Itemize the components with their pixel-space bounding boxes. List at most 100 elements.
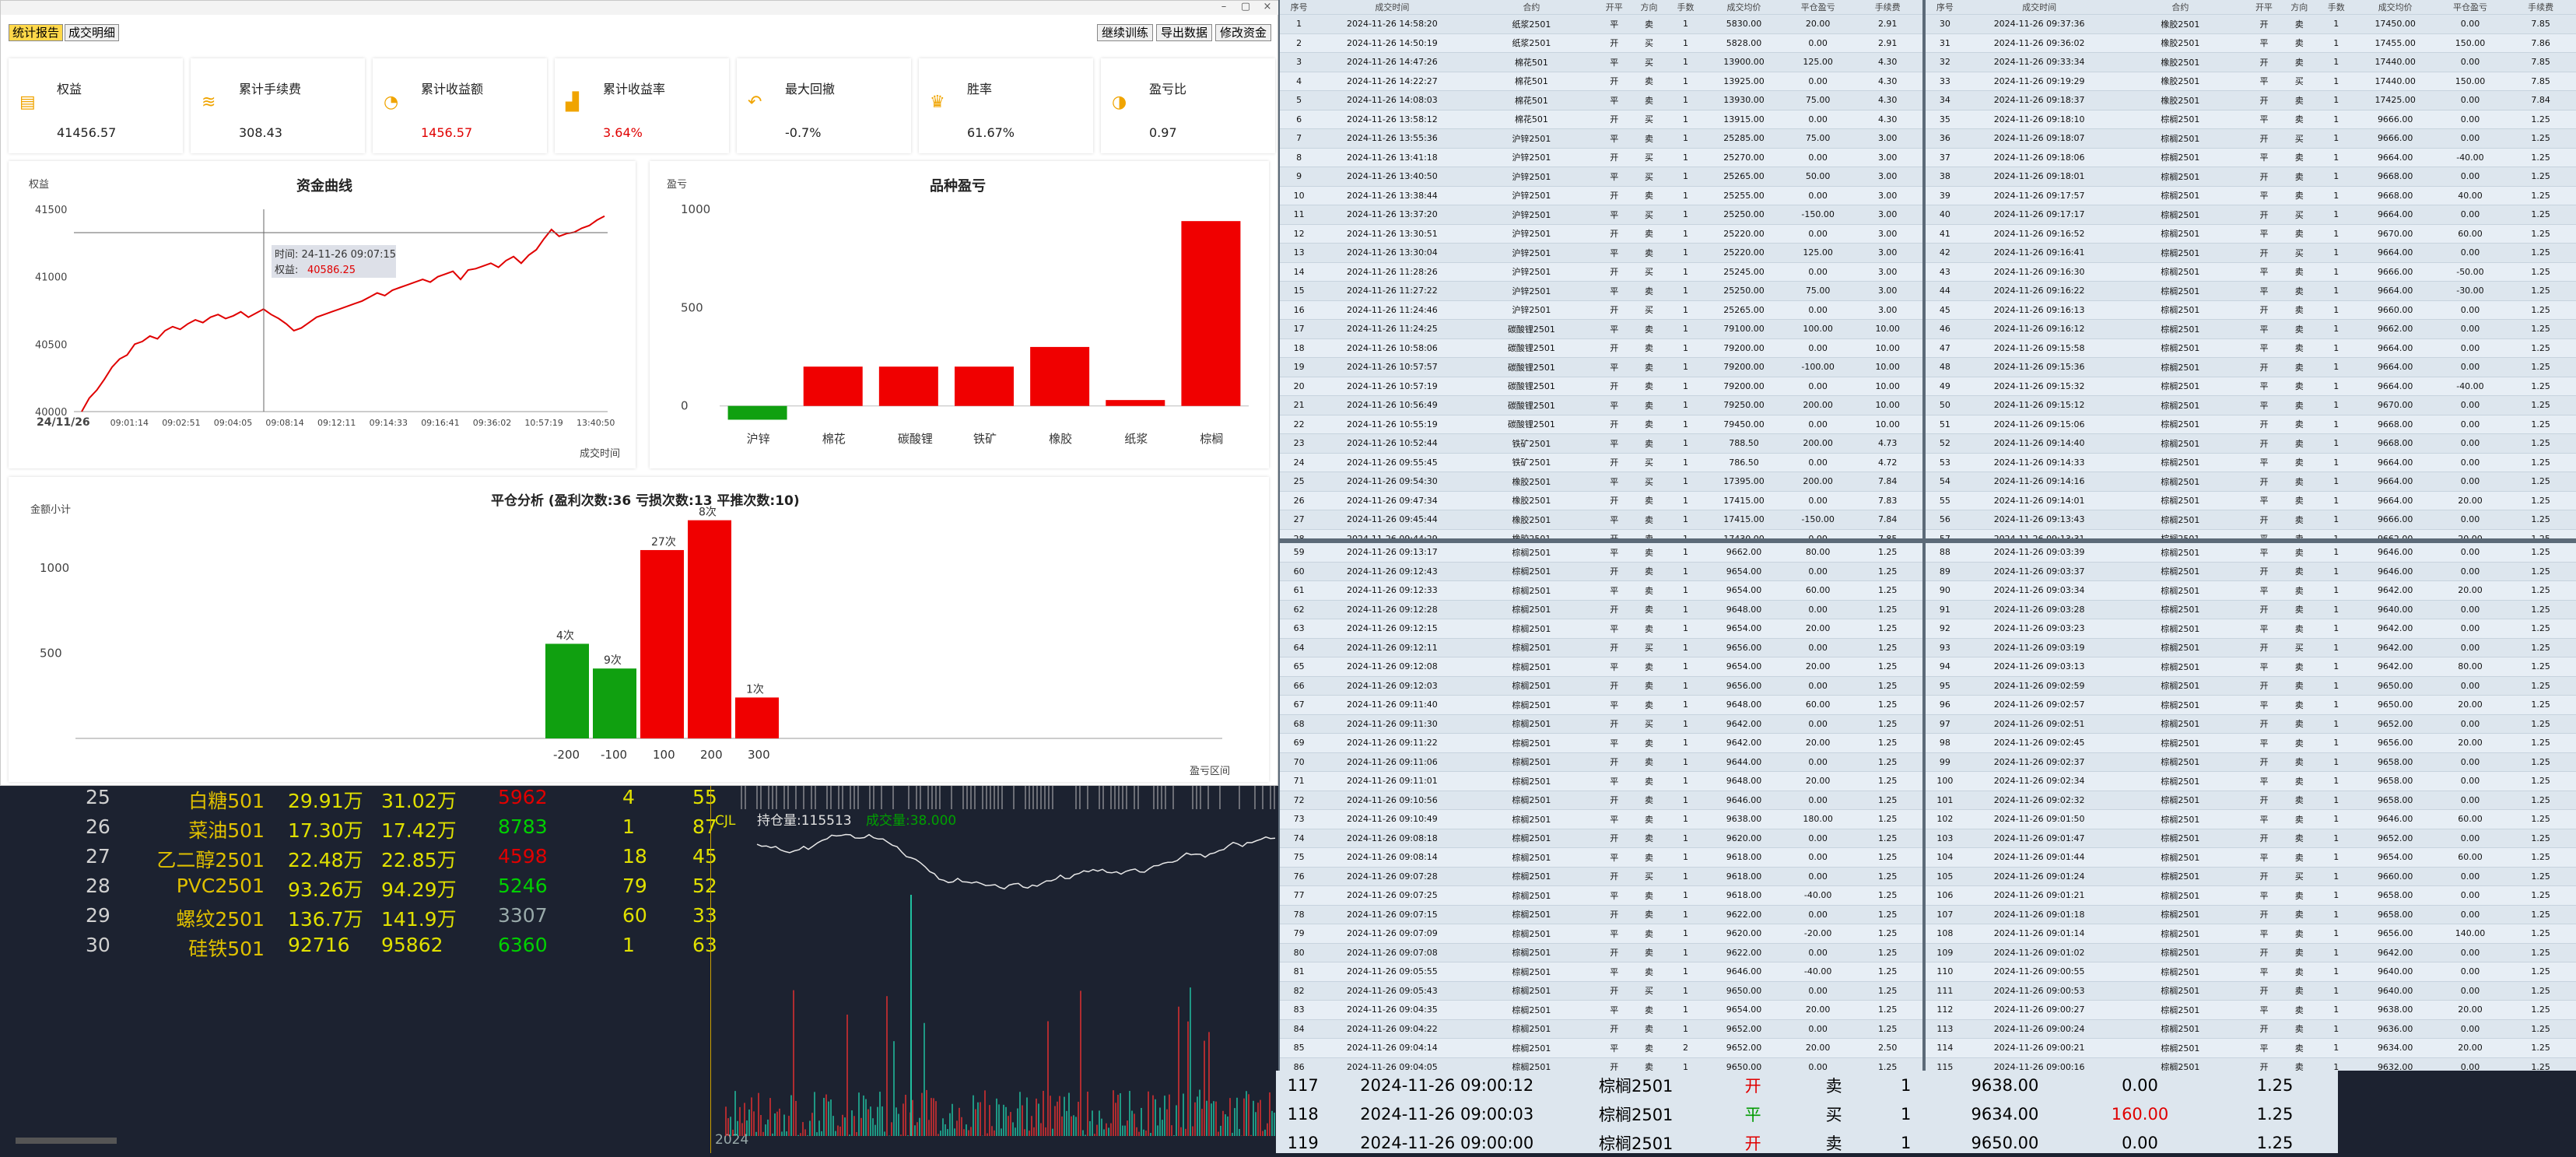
table-row[interactable]: 16 2024-11-26 11:24:46 沪锌2501 开买 1 25265.00 0.… [1280, 300, 1922, 320]
table-row[interactable]: 24 2024-11-26 09:55:45 铁矿2501 开买 1 786.50 0.00… [1280, 453, 1922, 472]
table-row[interactable]: 27 2024-11-26 09:45:44 橡胶2501 平卖 1 17415.00 -1… [1280, 510, 1922, 530]
table-row[interactable]: 10 2024-11-26 13:38:44 沪锌2501 开卖 1 25255.00 0.… [1280, 186, 1922, 205]
quote-row[interactable]: 29 螺纹2501 136.7万 141.9万 3307 60 33 [0, 904, 717, 934]
table-row[interactable]: 11 2024-11-26 13:37:20 沪锌2501 平买 1 25250.00 -1… [1280, 205, 1922, 225]
table-row[interactable]: 15 2024-11-26 11:27:22 沪锌2501 平卖 1 25250.00 75… [1280, 281, 1922, 301]
table-row[interactable]: 36 2024-11-26 09:18:07 棕榈2501 开买 1 9666.00 0.0… [1926, 128, 2576, 149]
table-row[interactable]: 25 2024-11-26 09:54:30 橡胶2501 平买 1 17395.00 20… [1280, 472, 1922, 492]
column-header[interactable]: 手续费 [2505, 0, 2576, 15]
table-row[interactable]: 119 2024-11-26 09:00:00 棕榈2501 开 卖 1 9650.00 0.… [1276, 1128, 2338, 1157]
quote-row[interactable]: 27 乙二醇2501 22.48万 22.85万 4598 18 45 [0, 845, 717, 875]
table-row[interactable]: 32 2024-11-26 09:33:34 橡胶2501 开卖 1 17440.00 0.… [1926, 52, 2576, 72]
table-row[interactable]: 97 2024-11-26 09:02:51 棕榈2501 开卖 1 9652.00 0.0… [1926, 714, 2576, 734]
column-header[interactable]: 合约 [1466, 0, 1597, 15]
table-row[interactable]: 45 2024-11-26 09:16:13 棕榈2501 开卖 1 9660.00 0.0… [1926, 300, 2576, 320]
maximize-icon[interactable]: ▢ [1240, 1, 1251, 12]
table-row[interactable]: 43 2024-11-26 09:16:30 棕榈2501 平卖 1 9666.00 -50… [1926, 262, 2576, 282]
table-row[interactable]: 114 2024-11-26 09:00:21 棕榈2501 平卖 1 9634.00 20… [1926, 1038, 2576, 1058]
table-row[interactable]: 8 2024-11-26 13:41:18 沪锌2501 开买 1 25270.00 0.0… [1280, 148, 1922, 167]
table-row[interactable]: 1 2024-11-26 14:58:20 纸浆2501 平卖 1 5830.00 20.0… [1280, 14, 1922, 34]
table-row[interactable]: 91 2024-11-26 09:03:28 棕榈2501 开卖 1 9640.00 0.0… [1926, 600, 2576, 619]
table-row[interactable]: 23 2024-11-26 10:52:44 铁矿2501 平卖 1 788.50 200.… [1280, 433, 1922, 454]
table-row[interactable]: 68 2024-11-26 09:11:30 棕榈2501 开买 1 9642.00 0.0… [1280, 714, 1922, 734]
export-data-button[interactable]: 导出数据 [1155, 24, 1212, 41]
table-row[interactable]: 78 2024-11-26 09:07:15 棕榈2501 开卖 1 9622.00 0.0… [1280, 905, 1922, 924]
table-row[interactable]: 46 2024-11-26 09:16:12 棕榈2501 平卖 1 9662.00 0.0… [1926, 319, 2576, 339]
table-row[interactable]: 22 2024-11-26 10:55:19 碳酸锂2501 开卖 1 79450.00 0… [1280, 415, 1922, 434]
column-header[interactable]: 手续费 [1852, 0, 1922, 15]
table-row[interactable]: 37 2024-11-26 09:18:06 棕榈2501 平卖 1 9664.00 -40… [1926, 148, 2576, 167]
table-row[interactable]: 84 2024-11-26 09:04:22 棕榈2501 开卖 1 9652.00 0.0… [1280, 1019, 1922, 1039]
table-row[interactable]: 90 2024-11-26 09:03:34 棕榈2501 平卖 1 9642.00 20.… [1926, 580, 2576, 601]
table-row[interactable]: 2 2024-11-26 14:50:19 纸浆2501 开买 1 5828.00 0.00… [1280, 33, 1922, 53]
table-row[interactable]: 60 2024-11-26 09:12:43 棕榈2501 开卖 1 9654.00 0.0… [1280, 562, 1922, 581]
table-row[interactable]: 102 2024-11-26 09:01:50 棕榈2501 平卖 1 9646.00 60… [1926, 809, 2576, 829]
table-row[interactable]: 55 2024-11-26 09:14:01 棕榈2501 平卖 1 9664.00 20.… [1926, 491, 2576, 510]
table-row[interactable]: 108 2024-11-26 09:01:14 棕榈2501 平卖 1 9656.00 14… [1926, 924, 2576, 944]
table-row[interactable]: 74 2024-11-26 09:08:18 棕榈2501 开卖 1 9620.00 0.0… [1280, 829, 1922, 848]
table-row[interactable]: 26 2024-11-26 09:47:34 橡胶2501 开卖 1 17415.00 0.… [1280, 491, 1922, 510]
table-row[interactable]: 76 2024-11-26 09:07:28 棕榈2501 开买 1 9618.00 0.0… [1280, 867, 1922, 886]
column-header[interactable]: 成交时间 [1318, 0, 1467, 15]
table-row[interactable]: 5 2024-11-26 14:08:03 棉花501 平卖 1 13930.00 75.0… [1280, 90, 1922, 110]
table-row[interactable]: 67 2024-11-26 09:11:40 棕榈2501 平卖 1 9648.00 60.… [1280, 695, 1922, 715]
table-row[interactable]: 117 2024-11-26 09:00:12 棕榈2501 开 卖 1 9638.00 0.… [1276, 1071, 2338, 1099]
column-header[interactable]: 平仓盈亏 [2434, 0, 2506, 15]
table-row[interactable]: 115 2024-11-26 09:00:16 棕榈2501 开卖 1 9632.00 0.… [1926, 1057, 2576, 1071]
table-row[interactable]: 4 2024-11-26 14:22:27 棉花501 开卖 1 13925.00 0.00… [1280, 72, 1922, 91]
column-header[interactable]: 合约 [2114, 0, 2247, 15]
table-row[interactable]: 14 2024-11-26 11:28:26 沪锌2501 开买 1 25245.00 0.… [1280, 262, 1922, 282]
table-row[interactable]: 50 2024-11-26 09:15:12 棕榈2501 平卖 1 9670.00 0.0… [1926, 395, 2576, 415]
table-row[interactable]: 89 2024-11-26 09:03:37 棕榈2501 开卖 1 9646.00 0.0… [1926, 562, 2576, 581]
table-row[interactable]: 85 2024-11-26 09:04:14 棕榈2501 平卖 2 9652.00 20.… [1280, 1038, 1922, 1058]
table-row[interactable]: 100 2024-11-26 09:02:34 棕榈2501 平卖 1 9658.00 0.… [1926, 771, 2576, 791]
table-row[interactable]: 3 2024-11-26 14:47:26 棉花501 平买 1 13900.00 125.… [1280, 52, 1922, 72]
table-row[interactable]: 107 2024-11-26 09:01:18 棕榈2501 开卖 1 9658.00 0.… [1926, 905, 2576, 924]
table-row[interactable]: 77 2024-11-26 09:07:25 棕榈2501 平卖 1 9618.00 -40… [1280, 885, 1922, 906]
table-row[interactable]: 30 2024-11-26 09:37:36 橡胶2501 开卖 1 17450.00 0.… [1926, 14, 2576, 34]
table-row[interactable]: 66 2024-11-26 09:12:03 棕榈2501 开卖 1 9656.00 0.0… [1280, 676, 1922, 696]
table-row[interactable]: 101 2024-11-26 09:02:32 棕榈2501 开卖 1 9658.00 0.… [1926, 791, 2576, 810]
table-row[interactable]: 69 2024-11-26 09:11:22 棕榈2501 平卖 1 9642.00 20.… [1280, 733, 1922, 753]
table-row[interactable]: 63 2024-11-26 09:12:15 棕榈2501 平卖 1 9654.00 20.… [1280, 619, 1922, 639]
column-header[interactable]: 成交均价 [2355, 0, 2435, 15]
table-row[interactable]: 94 2024-11-26 09:03:13 棕榈2501 平卖 1 9642.00 80.… [1926, 657, 2576, 677]
table-row[interactable]: 34 2024-11-26 09:18:37 橡胶2501 开卖 1 17425.00 0.… [1926, 90, 2576, 110]
table-row[interactable]: 20 2024-11-26 10:57:19 碳酸锂2501 开卖 1 79200.00 0… [1280, 377, 1922, 396]
table-row[interactable]: 572024-11-26 09:13:31棕榈2501平卖19662.0020.… [1926, 529, 2576, 538]
table-row[interactable]: 106 2024-11-26 09:01:21 棕榈2501 平卖 1 9658.00 0.… [1926, 885, 2576, 906]
table-row[interactable]: 31 2024-11-26 09:36:02 橡胶2501 平卖 1 17455.00 15… [1926, 33, 2576, 53]
table-row[interactable]: 17 2024-11-26 11:24:25 碳酸锂2501 平卖 1 79100.00 1… [1280, 319, 1922, 339]
table-row[interactable]: 80 2024-11-26 09:07:08 棕榈2501 开卖 1 9622.00 0.0… [1280, 943, 1922, 962]
table-row[interactable]: 96 2024-11-26 09:02:57 棕榈2501 平卖 1 9650.00 20.… [1926, 695, 2576, 715]
close-icon[interactable]: × [1263, 1, 1272, 12]
table-row[interactable]: 21 2024-11-26 10:56:49 碳酸锂2501 平卖 1 79250.00 2… [1280, 395, 1922, 415]
column-header[interactable]: 手数 [1666, 0, 1705, 15]
table-row[interactable]: 93 2024-11-26 09:03:19 棕榈2501 开买 1 9642.00 0.0… [1926, 638, 2576, 657]
column-header[interactable]: 序号 [1280, 0, 1319, 15]
table-row[interactable]: 44 2024-11-26 09:16:22 棕榈2501 平卖 1 9664.00 -30… [1926, 281, 2576, 301]
table-row[interactable]: 105 2024-11-26 09:01:24 棕榈2501 开买 1 9660.00 0.… [1926, 867, 2576, 886]
table-row[interactable]: 103 2024-11-26 09:01:47 棕榈2501 开卖 1 9652.00 0.… [1926, 829, 2576, 848]
table-row[interactable]: 38 2024-11-26 09:18:01 棕榈2501 开卖 1 9668.00 0.0… [1926, 167, 2576, 187]
table-row[interactable]: 51 2024-11-26 09:15:06 棕榈2501 开卖 1 9668.00 0.0… [1926, 415, 2576, 434]
table-row[interactable]: 83 2024-11-26 09:04:35 棕榈2501 平卖 1 9654.00 20.… [1280, 1000, 1922, 1020]
table-row[interactable]: 64 2024-11-26 09:12:11 棕榈2501 开买 1 9656.00 0.0… [1280, 638, 1922, 657]
table-row[interactable]: 79 2024-11-26 09:07:09 棕榈2501 平卖 1 9620.00 -20… [1280, 924, 1922, 944]
quote-row[interactable]: 28 PVC2501 93.26万 94.29万 5246 79 52 [0, 875, 717, 904]
quote-row[interactable]: 30 硅铁501 92716 95862 6360 1 63 [0, 934, 717, 963]
table-row[interactable]: 62 2024-11-26 09:12:28 棕榈2501 开卖 1 9648.00 0.0… [1280, 600, 1922, 619]
table-row[interactable]: 65 2024-11-26 09:12:08 棕榈2501 平卖 1 9654.00 20.… [1280, 657, 1922, 677]
table-row[interactable]: 110 2024-11-26 09:00:55 棕榈2501 平卖 1 9640.00 0.… [1926, 962, 2576, 982]
modify-funds-button[interactable]: 修改资金 [1214, 24, 1271, 41]
table-row[interactable]: 113 2024-11-26 09:00:24 棕榈2501 开卖 1 9636.00 0.… [1926, 1019, 2576, 1039]
horizontal-scrollbar[interactable] [16, 1138, 117, 1144]
table-row[interactable]: 71 2024-11-26 09:11:01 棕榈2501 平卖 1 9648.00 20.… [1280, 771, 1922, 791]
table-row[interactable]: 54 2024-11-26 09:14:16 棕榈2501 开卖 1 9664.00 0.0… [1926, 472, 2576, 492]
table-row[interactable]: 53 2024-11-26 09:14:33 棕榈2501 平卖 1 9664.00 0.0… [1926, 453, 2576, 472]
table-row[interactable]: 49 2024-11-26 09:15:32 棕榈2501 平卖 1 9664.00 -40… [1926, 377, 2576, 396]
table-row[interactable]: 81 2024-11-26 09:05:55 棕榈2501 平卖 1 9646.00 -40… [1280, 962, 1922, 982]
table-row[interactable]: 40 2024-11-26 09:17:17 棕榈2501 开买 1 9664.00 0.0… [1926, 205, 2576, 225]
table-row[interactable]: 86 2024-11-26 09:04:05 棕榈2501 开卖 1 9650.00 0.0… [1280, 1057, 1922, 1071]
table-row[interactable]: 88 2024-11-26 09:03:39 棕榈2501 平卖 1 9646.00 0.0… [1926, 543, 2576, 563]
